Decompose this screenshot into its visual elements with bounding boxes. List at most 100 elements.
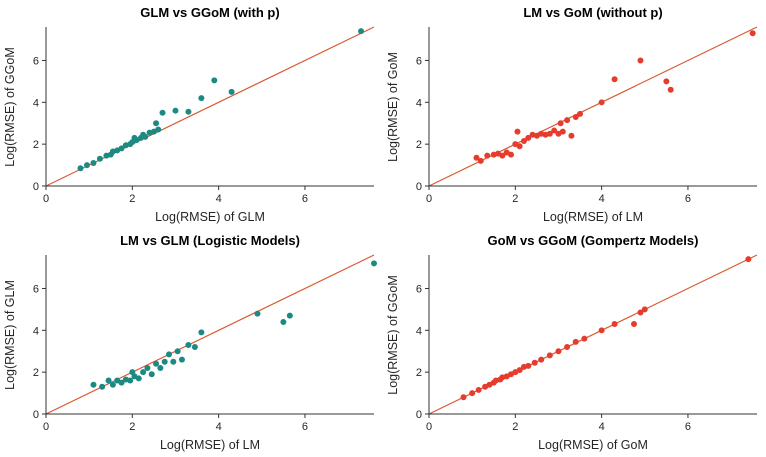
scatter-point (546, 130, 553, 137)
scatter-point (286, 312, 293, 319)
scatter-point (749, 30, 756, 37)
x-tick-label: 6 (685, 193, 691, 205)
y-tick-label: 2 (33, 367, 39, 379)
scatter-point (598, 327, 605, 334)
x-tick-label: 6 (685, 421, 691, 433)
scatter-point (135, 375, 142, 382)
scatter-point (118, 379, 125, 386)
subplot-glm-vs-ggom: GLM vs GGoM (with p) Log(RMSE) of GLM Lo… (0, 0, 383, 228)
y-tick-label: 4 (416, 325, 422, 337)
plot-title: LM vs GoM (without p) (523, 5, 662, 20)
scatter-point (551, 127, 558, 134)
scatter-point (166, 351, 172, 358)
scatter-point (598, 99, 605, 106)
scatter-plot-glm-vs-ggom: GLM vs GGoM (with p) Log(RMSE) of GLM Lo… (3, 5, 375, 224)
plot-title: GoM vs GGoM (Gompertz Models) (488, 233, 699, 248)
scatter-point (641, 306, 648, 313)
x-tick-label: 6 (302, 193, 308, 205)
scatter-point (185, 341, 192, 348)
scatter-point (564, 344, 571, 351)
scatter-plot-lm-vs-glm: LM vs GLM (Logistic Models) Log(RMSE) of… (3, 233, 377, 452)
x-tick-label: 4 (216, 421, 222, 433)
x-tick-label: 2 (129, 193, 135, 205)
subplot-lm-vs-glm: LM vs GLM (Logistic Models) Log(RMSE) of… (0, 228, 383, 456)
scatter-point (538, 356, 545, 363)
scatter-point (611, 76, 618, 83)
y-tick-label: 0 (416, 409, 422, 421)
scatter-point (198, 95, 205, 102)
scatter-point (637, 309, 644, 316)
scatter-point (484, 152, 491, 159)
scatter-point (174, 348, 181, 355)
scatter-point (477, 157, 484, 164)
scatter-point (254, 310, 261, 317)
scatter-point (516, 143, 523, 150)
scatter-point (155, 126, 162, 133)
y-tick-label: 6 (33, 55, 39, 67)
scatter-point (572, 338, 579, 345)
subplot-gom-vs-ggom: GoM vs GGoM (Gompertz Models) Log(RMSE) … (383, 228, 766, 456)
scatter-point (198, 329, 205, 336)
scatter-point (564, 117, 571, 124)
scatter-point (559, 128, 566, 135)
scatter-point (745, 256, 752, 263)
scatter-point (142, 133, 149, 140)
scatter-point (568, 132, 575, 139)
scatter-point (358, 28, 365, 35)
scatter-point (577, 110, 584, 117)
scatter-point (172, 107, 179, 114)
y-tick-label: 6 (416, 55, 422, 67)
scatter-point (99, 383, 106, 390)
scatter-point (531, 359, 538, 366)
y-tick-label: 2 (33, 139, 39, 151)
scatter-point (581, 335, 588, 342)
x-tick-label: 0 (426, 193, 432, 205)
scatter-point (90, 381, 97, 388)
scatter-point (637, 57, 644, 64)
scatter-point (473, 154, 480, 161)
y-tick-label: 0 (33, 181, 39, 193)
scatter-plot-lm-vs-gom: LM vs GoM (without p) Log(RMSE) of LM Lo… (386, 5, 758, 224)
scatter-point (96, 155, 103, 162)
scatter-point (185, 108, 192, 115)
scatter-point (555, 348, 562, 355)
scatter-point (105, 377, 112, 384)
scatter-point (144, 364, 151, 371)
scatter-point (667, 86, 674, 93)
y-axis-label: Log(RMSE) of GGoM (3, 47, 17, 166)
scatter-point (77, 165, 84, 172)
scatter-point (140, 369, 147, 376)
scatter-point (557, 120, 564, 127)
scatter-point (514, 128, 521, 135)
y-axis-label: Log(RMSE) of GoM (386, 52, 400, 162)
scatter-point (475, 386, 482, 393)
scatter-plot-gom-vs-ggom: GoM vs GGoM (Gompertz Models) Log(RMSE) … (386, 233, 758, 452)
scatter-point (631, 321, 637, 328)
scatter-point (90, 159, 97, 166)
subplot-lm-vs-gom: LM vs GoM (without p) Log(RMSE) of LM Lo… (383, 0, 766, 228)
identity-line (45, 254, 375, 415)
y-tick-label: 2 (416, 367, 422, 379)
y-tick-label: 0 (33, 409, 39, 421)
y-tick-label: 6 (33, 283, 39, 295)
scatter-point (525, 134, 532, 141)
x-tick-label: 4 (599, 193, 605, 205)
y-axis-label: Log(RMSE) of GLM (3, 280, 17, 390)
scatter-point (520, 138, 527, 145)
scatter-point (508, 151, 514, 158)
identity-line (428, 26, 758, 187)
scatter-point (118, 145, 125, 152)
scatter-point (161, 358, 168, 365)
y-tick-label: 4 (416, 97, 422, 109)
scatter-point (178, 356, 185, 363)
scatter-point (170, 358, 177, 365)
x-tick-label: 0 (43, 193, 49, 205)
scatter-point (211, 77, 218, 84)
x-axis-label: Log(RMSE) of GoM (538, 438, 648, 452)
y-tick-label: 4 (33, 97, 39, 109)
scatter-point (153, 360, 160, 367)
scatter-point (153, 120, 160, 127)
x-tick-label: 0 (426, 421, 432, 433)
y-tick-label: 2 (416, 139, 422, 151)
